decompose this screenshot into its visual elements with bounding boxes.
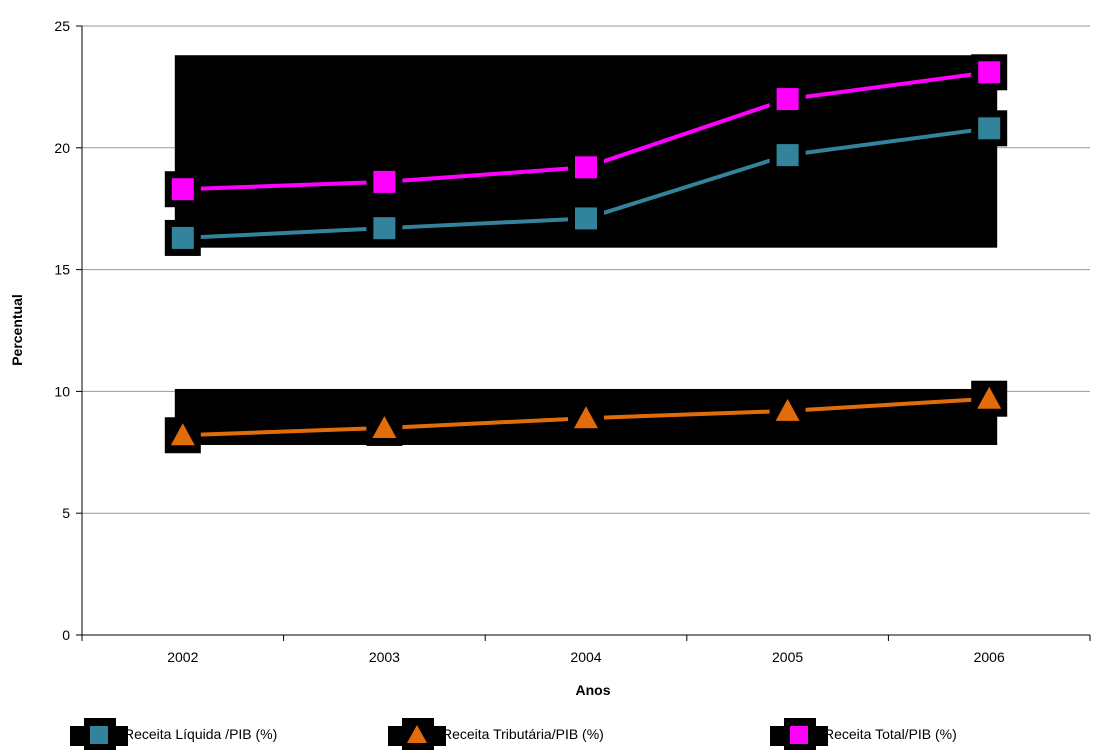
x-axis-ticks: 2002 2003 2004 2005 2006	[81, 635, 1091, 665]
data-point-triangle	[574, 406, 598, 429]
data-point-square	[373, 170, 396, 193]
data-point-triangle	[372, 415, 397, 438]
data-point-square	[978, 61, 1001, 84]
x-axis-title: Anos	[576, 682, 611, 698]
data-point-triangle	[775, 398, 800, 421]
y-axis-title: Percentual	[9, 294, 25, 366]
legend-item-receita-tributaria: Receita Tributária/PIB (%)	[388, 718, 604, 750]
line-chart: 0 5 10 15 20 25 2002 2003 2004 2005 2006 Anos Per…	[9, 18, 1091, 698]
series-1	[164, 380, 1008, 454]
legend-label: Receita Tributária/PIB (%)	[442, 726, 604, 742]
legend-swatch-triangle-orange	[388, 718, 446, 750]
x-tick-label: 2003	[369, 649, 400, 665]
data-point-square	[373, 217, 396, 240]
data-point-square	[575, 207, 597, 230]
data-point-triangle	[977, 386, 1002, 409]
legend-swatch-square-teal	[70, 718, 128, 750]
series-0	[164, 110, 1008, 256]
y-tick-label: 10	[54, 383, 70, 399]
data-point-square	[575, 156, 597, 179]
series-2	[164, 54, 1008, 208]
data-point-square	[776, 88, 799, 111]
legend-label: Receita Líquida /PIB (%)	[124, 726, 278, 742]
x-tick-label: 2002	[167, 649, 198, 665]
y-axis-ticks: 0 5 10 15 20 25	[54, 18, 82, 643]
x-tick-label: 2004	[570, 649, 601, 665]
y-tick-label: 20	[54, 140, 70, 156]
data-point-triangle	[170, 423, 195, 446]
legend-item-receita-total: Receita Total/PIB (%)	[770, 718, 957, 750]
x-tick-label: 2006	[974, 649, 1005, 665]
x-tick-label: 2005	[772, 649, 803, 665]
data-point-square	[171, 226, 194, 249]
series-backdrops	[174, 55, 998, 445]
y-tick-label: 0	[62, 627, 70, 643]
y-tick-label: 25	[54, 18, 70, 34]
legend-swatch-square-magenta	[770, 718, 828, 750]
legend-label: Receita Total/PIB (%)	[824, 726, 957, 742]
data-point-square	[978, 117, 1001, 140]
data-point-square	[171, 178, 194, 201]
y-tick-label: 5	[62, 505, 70, 521]
series-group	[164, 54, 1008, 454]
data-point-square	[776, 144, 799, 167]
legend-item-receita-liquida: Receita Líquida /PIB (%)	[70, 718, 277, 750]
legend: Receita Líquida /PIB (%) Receita Tributá…	[0, 716, 1099, 751]
y-tick-label: 15	[54, 262, 70, 278]
